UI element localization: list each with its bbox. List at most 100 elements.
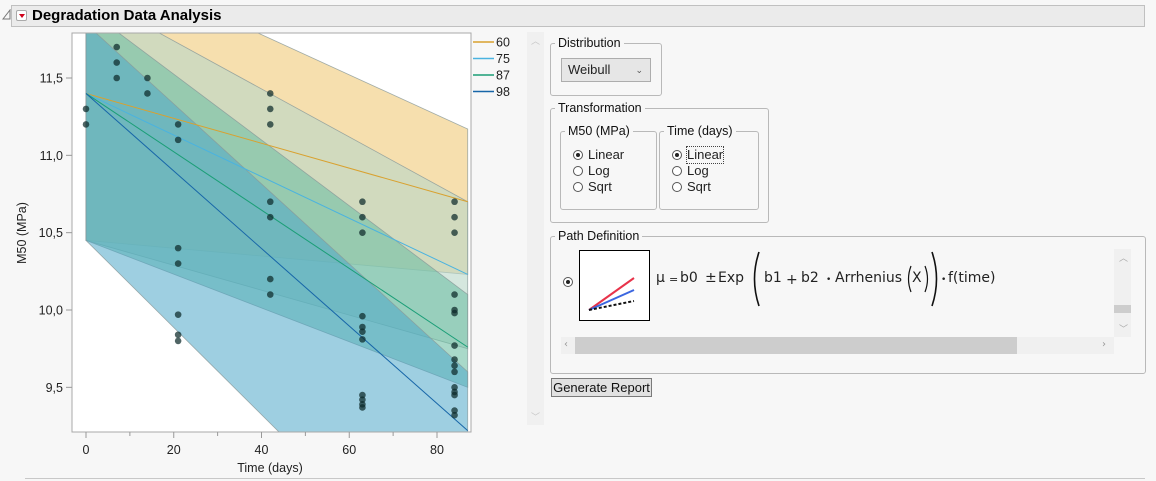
radio-icon[interactable] bbox=[672, 166, 682, 176]
legend-label-60: 60 bbox=[496, 36, 510, 50]
scroll-right-icon[interactable]: › bbox=[1102, 339, 1106, 350]
data-point bbox=[359, 229, 366, 236]
collapse-outline-icon[interactable] bbox=[2, 9, 11, 20]
radio-icon[interactable] bbox=[573, 166, 583, 176]
data-point bbox=[174, 244, 182, 252]
path-vertical-scrollbar[interactable]: ︿ ﹀ bbox=[1114, 249, 1131, 337]
fit-line-98 bbox=[85, 93, 469, 432]
data-point bbox=[359, 323, 366, 331]
radio-label: Sqrt bbox=[687, 179, 711, 194]
formula-dot: • bbox=[941, 275, 947, 285]
formula-ftime: f(time) bbox=[948, 270, 996, 286]
distribution-selected-value: Weibull bbox=[568, 62, 611, 77]
radio-selected-icon[interactable] bbox=[573, 150, 583, 160]
data-point bbox=[144, 74, 151, 82]
formula-b1: b1 bbox=[764, 270, 782, 286]
data-point bbox=[359, 404, 366, 411]
time-radio-linear[interactable]: Linear bbox=[672, 146, 725, 164]
legend-label-98: 98 bbox=[496, 85, 510, 99]
radio-selected-icon[interactable] bbox=[672, 150, 682, 160]
svg-text:9,5: 9,5 bbox=[46, 381, 63, 395]
radio-icon[interactable] bbox=[573, 182, 583, 192]
path-radio[interactable] bbox=[563, 277, 578, 287]
data-point bbox=[266, 275, 274, 283]
formula-plusminus: ± bbox=[705, 270, 717, 286]
path-definition-legend: Path Definition bbox=[558, 229, 640, 243]
scroll-thumb[interactable] bbox=[1114, 305, 1131, 313]
radio-label: Linear bbox=[685, 146, 725, 164]
chevron-down-icon: ⌄ bbox=[635, 65, 643, 75]
confidence-bands bbox=[85, 33, 469, 432]
formula-plus: + bbox=[786, 272, 798, 288]
time-transform-legend: Time (days) bbox=[667, 124, 733, 138]
data-point bbox=[451, 213, 458, 221]
data-point bbox=[174, 260, 182, 267]
path-horizontal-scrollbar[interactable]: ‹ › bbox=[561, 337, 1114, 354]
data-point bbox=[451, 362, 458, 369]
data-point bbox=[451, 391, 458, 399]
path-lines-icon bbox=[588, 277, 635, 311]
formula-dot: • bbox=[826, 275, 832, 285]
red-triangle-menu-icon[interactable] bbox=[16, 10, 27, 21]
scroll-down-icon[interactable]: ﹀ bbox=[1119, 325, 1129, 335]
svg-text:80: 80 bbox=[430, 443, 444, 457]
data-point bbox=[451, 198, 458, 206]
scroll-thumb[interactable] bbox=[575, 337, 1017, 354]
data-point bbox=[451, 368, 458, 376]
data-point bbox=[451, 411, 458, 419]
time-transform-group: Time (days) bbox=[659, 124, 759, 210]
radio-icon[interactable] bbox=[672, 182, 682, 192]
legend-label-87: 87 bbox=[496, 69, 510, 83]
y-axis-label: M50 (MPa) bbox=[15, 202, 29, 264]
formula-exp: Exp bbox=[718, 270, 745, 286]
time-radio-log[interactable]: Log bbox=[672, 163, 709, 179]
path-shape-thumbnail[interactable] bbox=[579, 250, 650, 321]
radio-label: Linear bbox=[588, 147, 625, 162]
data-point bbox=[266, 198, 274, 206]
path-definition-group: Path Definition bbox=[550, 229, 1146, 374]
outline-header-bar bbox=[11, 5, 1145, 27]
radio-selected-icon[interactable] bbox=[563, 277, 573, 287]
y-axis: 9,5 10,0 10,5 11,0 11,5 bbox=[39, 72, 72, 395]
data-point bbox=[174, 331, 182, 339]
data-point bbox=[266, 291, 274, 298]
left-paren-icon bbox=[753, 251, 760, 307]
data-points bbox=[82, 43, 458, 419]
data-point bbox=[451, 407, 458, 414]
transformation-legend: Transformation bbox=[558, 101, 642, 115]
data-point bbox=[359, 391, 366, 399]
data-point bbox=[113, 74, 121, 82]
data-point bbox=[82, 121, 90, 128]
m50-radio-sqrt[interactable]: Sqrt bbox=[573, 179, 612, 195]
paren-icon bbox=[907, 265, 912, 293]
x-axis: 0 20 40 60 80 bbox=[83, 432, 444, 457]
radio-label: Log bbox=[687, 163, 709, 178]
data-point bbox=[359, 198, 366, 206]
data-point bbox=[359, 336, 366, 343]
m50-radio-linear[interactable]: Linear bbox=[573, 147, 624, 163]
data-point bbox=[266, 105, 274, 113]
generate-report-button[interactable]: Generate Report bbox=[551, 378, 652, 397]
data-point bbox=[113, 59, 121, 66]
data-point bbox=[113, 43, 121, 51]
fit-lines bbox=[85, 92, 469, 432]
m50-transform-legend: M50 (MPa) bbox=[568, 124, 630, 138]
distribution-select[interactable]: Weibull ⌄ bbox=[561, 58, 651, 82]
svg-text:10,0: 10,0 bbox=[39, 304, 63, 318]
data-point bbox=[359, 213, 366, 221]
data-point bbox=[82, 105, 90, 113]
data-point bbox=[174, 337, 182, 345]
svg-text:11,0: 11,0 bbox=[40, 149, 63, 163]
scroll-up-icon[interactable]: ︿ bbox=[1119, 254, 1129, 264]
report-vertical-scrollbar[interactable]: ︿ ﹀ bbox=[527, 32, 544, 425]
time-radio-sqrt[interactable]: Sqrt bbox=[672, 179, 711, 195]
svg-text:40: 40 bbox=[255, 443, 269, 457]
scroll-left-icon[interactable]: ‹ bbox=[564, 339, 568, 350]
svg-text:10,5: 10,5 bbox=[39, 226, 63, 240]
scroll-down-icon[interactable]: ﹀ bbox=[531, 413, 541, 423]
scroll-up-icon[interactable]: ︿ bbox=[531, 37, 541, 47]
data-point bbox=[451, 356, 458, 363]
m50-radio-log[interactable]: Log bbox=[573, 163, 610, 179]
data-point bbox=[266, 90, 274, 97]
fit-line-60 bbox=[85, 92, 468, 203]
